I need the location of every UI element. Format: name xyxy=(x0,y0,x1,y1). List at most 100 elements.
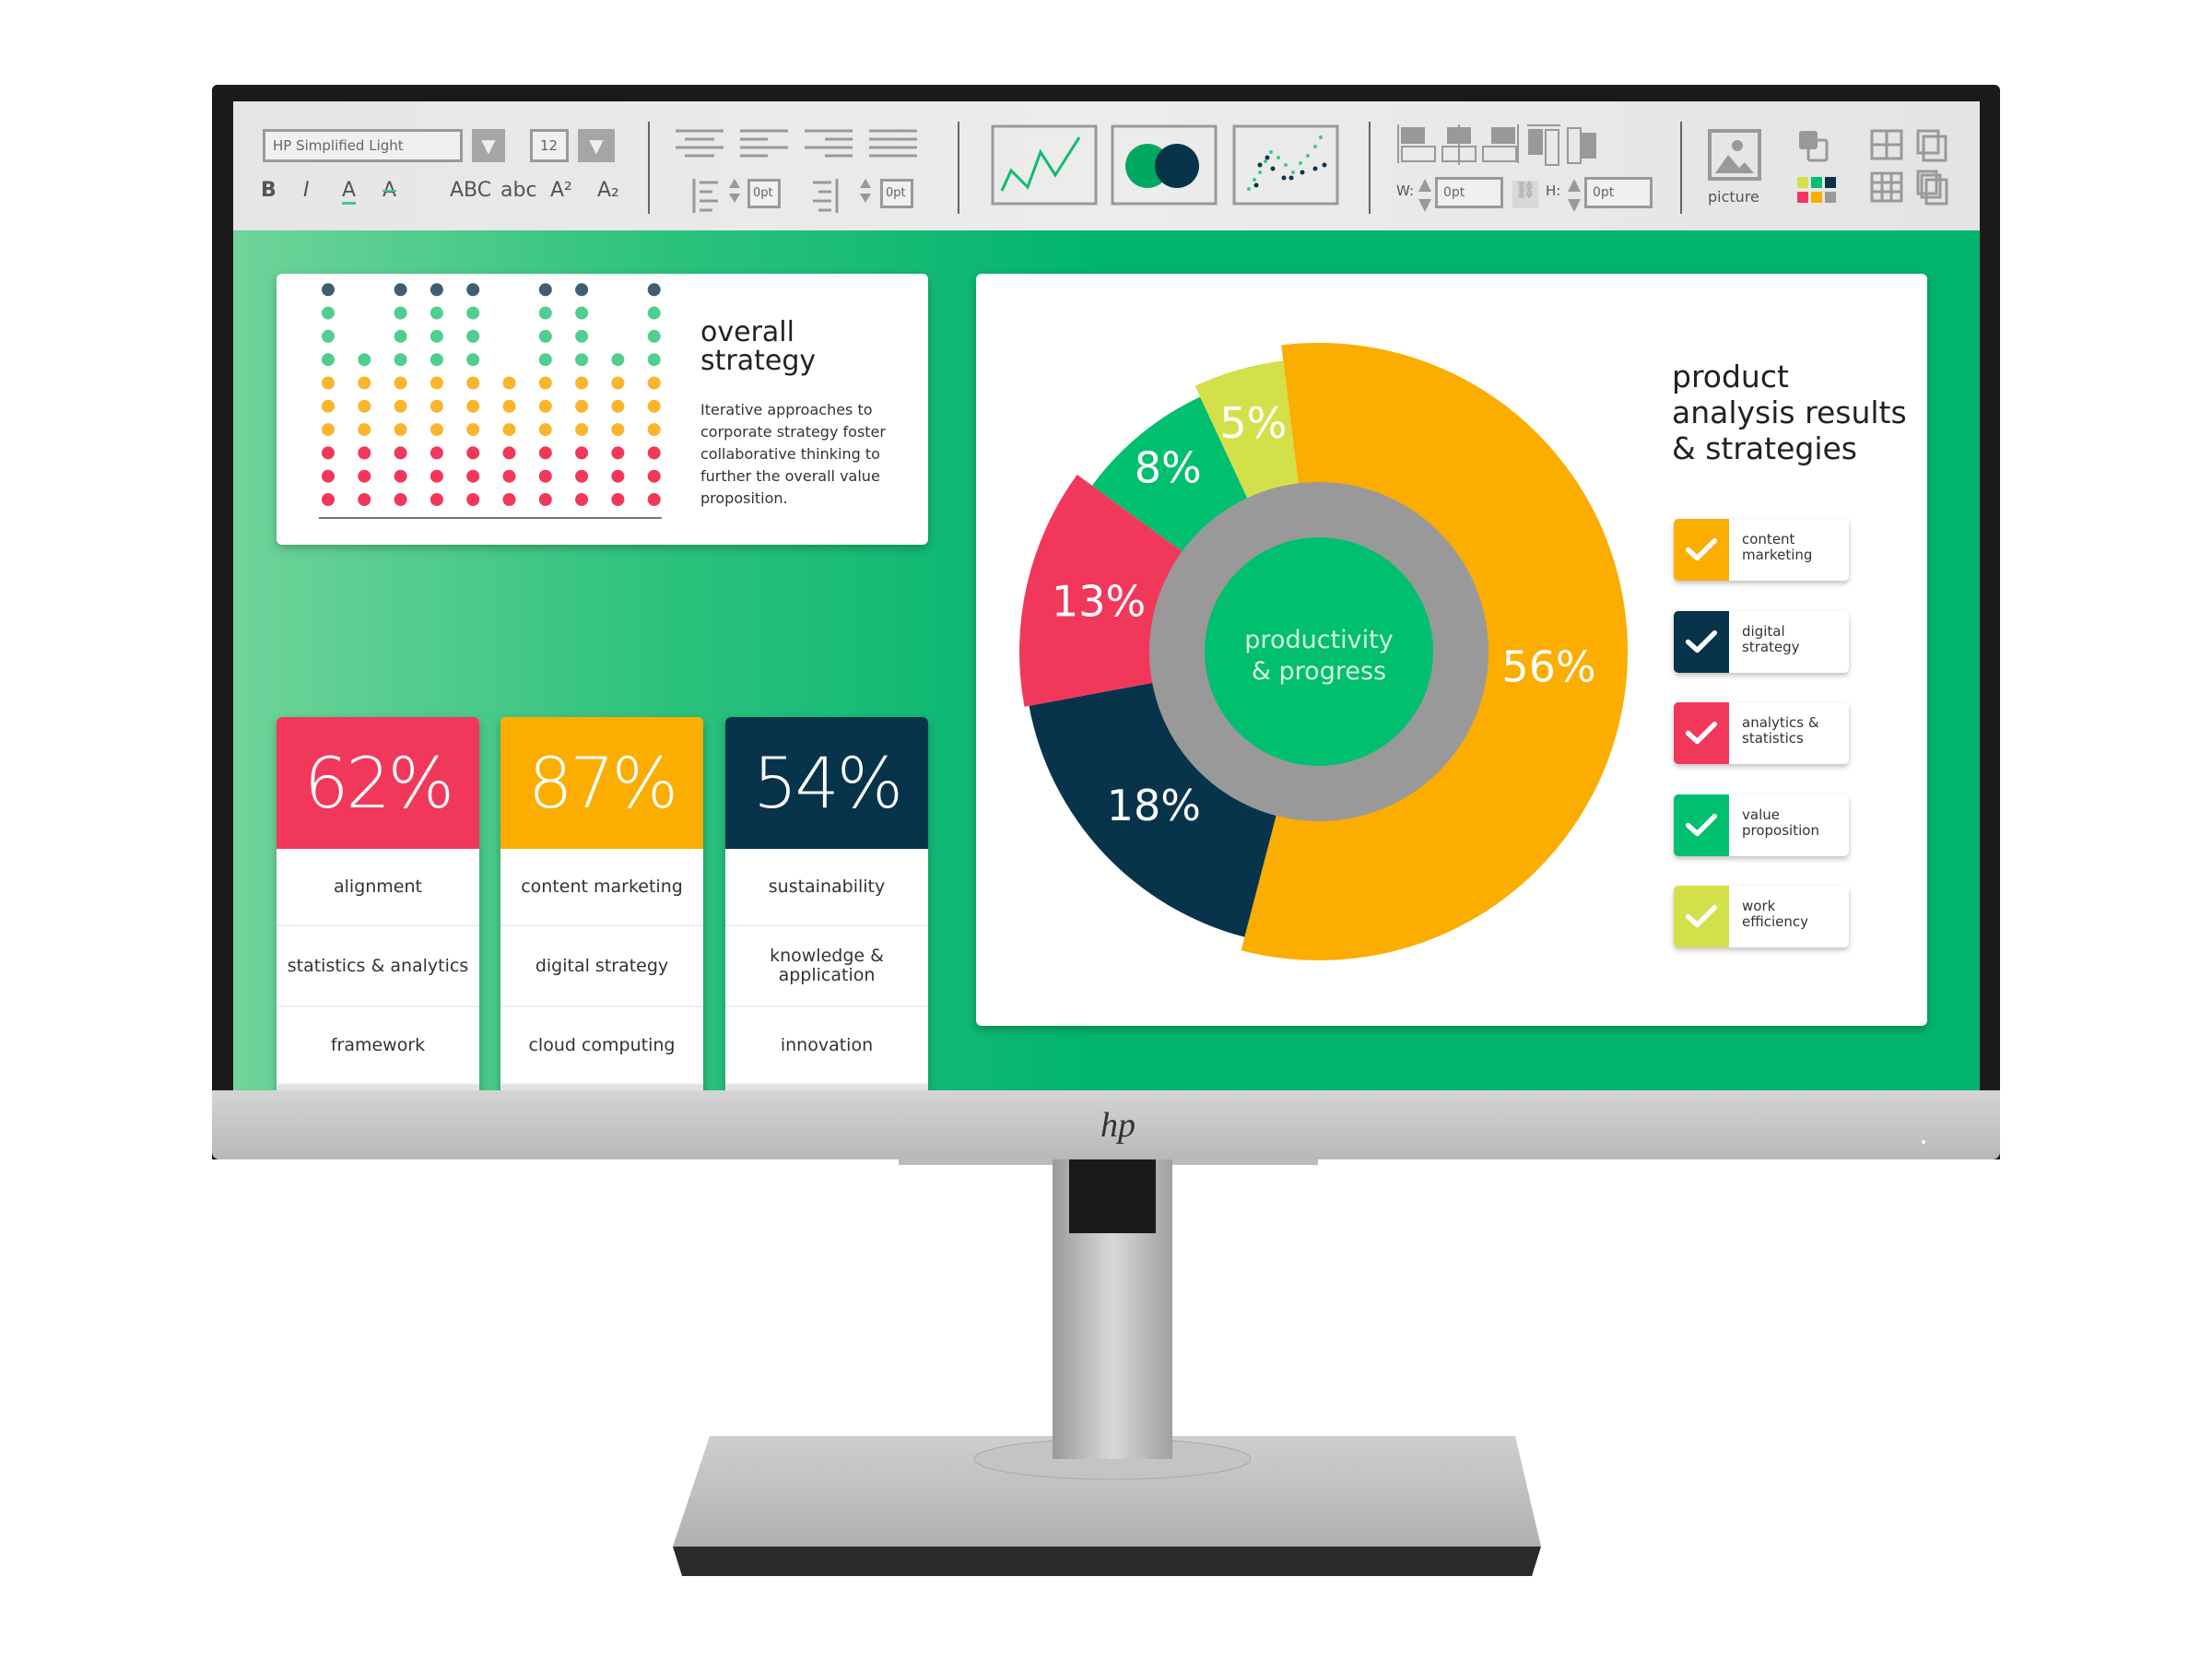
venn-chart-insert-button[interactable] xyxy=(1111,124,1218,207)
justify-icon[interactable] xyxy=(869,129,917,158)
pie-label: 13% xyxy=(1052,577,1146,627)
picture-icon[interactable] xyxy=(1708,129,1763,182)
stat-check[interactable] xyxy=(500,1085,703,1090)
stat-card: 87% content marketing digital strategy clou… xyxy=(500,717,703,1090)
font-size-dropdown-button[interactable]: ▼ xyxy=(578,129,615,162)
color-swatch[interactable] xyxy=(1825,177,1836,188)
font-dropdown-button[interactable]: ▼ xyxy=(472,129,505,162)
dot xyxy=(538,306,552,320)
color-swatch[interactable] xyxy=(1811,191,1822,203)
height-stepper[interactable] xyxy=(1566,177,1583,214)
duplicate-icon[interactable] xyxy=(1916,170,1948,206)
stepper-down-icon[interactable] xyxy=(729,194,740,203)
stat-row: knowledge & application xyxy=(725,926,928,1007)
center-label: productivity xyxy=(1244,626,1393,654)
line-chart-insert-button[interactable] xyxy=(991,124,1098,207)
dot xyxy=(502,446,516,460)
dot xyxy=(575,493,589,506)
stat-value: 54% xyxy=(725,717,928,849)
dot-column xyxy=(647,283,661,506)
dot xyxy=(394,469,407,483)
grid-2x2-icon[interactable] xyxy=(1870,129,1903,160)
dot xyxy=(466,353,480,367)
subscript-button[interactable]: A₂ xyxy=(597,179,619,202)
grid-3x3-icon[interactable] xyxy=(1870,171,1903,203)
uppercase-button[interactable]: ABC xyxy=(450,179,492,202)
italic-button[interactable]: I xyxy=(303,179,310,202)
align-center-icon[interactable] xyxy=(740,129,788,158)
stat-check[interactable] xyxy=(276,1085,479,1090)
stat-card: 54% sustainability knowledge & application… xyxy=(725,717,928,1090)
dot xyxy=(647,283,661,297)
dot-column xyxy=(466,283,480,506)
bold-button[interactable]: B xyxy=(261,179,276,202)
scatter-chart-insert-button[interactable] xyxy=(1232,124,1339,207)
lowercase-button[interactable]: abc xyxy=(500,179,537,202)
font-name-input[interactable]: HP Simplified Light xyxy=(263,129,463,162)
align-center-edge-icon[interactable] xyxy=(1567,127,1596,164)
legend-item[interactable]: value proposition xyxy=(1674,794,1849,856)
width-input[interactable]: 0pt xyxy=(1435,177,1503,208)
dot xyxy=(322,493,335,506)
indent-left-icon[interactable] xyxy=(692,179,718,213)
align-bottom-icon[interactable] xyxy=(1482,124,1519,163)
stepper-up-icon[interactable] xyxy=(860,179,871,188)
picture-label[interactable]: picture xyxy=(1708,188,1759,206)
stat-value: 87% xyxy=(500,717,703,849)
dot-column-chart xyxy=(319,283,662,519)
dot xyxy=(538,493,552,506)
legend-item[interactable]: digital strategy xyxy=(1674,610,1849,673)
indent-left-input[interactable]: 0pt xyxy=(747,179,781,208)
height-input[interactable]: 0pt xyxy=(1584,177,1653,208)
dot xyxy=(538,469,552,483)
dot xyxy=(394,283,407,297)
dot xyxy=(394,329,407,343)
dot xyxy=(466,306,480,320)
align-left-edge-icon[interactable] xyxy=(1527,124,1560,166)
underline-button[interactable]: A xyxy=(342,179,357,205)
analysis-title-line: & strategies xyxy=(1672,430,1857,466)
stepper-down-icon[interactable] xyxy=(860,194,871,203)
dot xyxy=(611,446,625,460)
center-label: & progress xyxy=(1252,657,1386,686)
legend-item[interactable]: work efficiency xyxy=(1674,886,1849,947)
copy-icon[interactable] xyxy=(1916,129,1947,162)
align-right-icon[interactable] xyxy=(805,129,853,158)
dot xyxy=(322,329,335,343)
legend-item[interactable]: content marketing xyxy=(1674,519,1849,581)
strikethrough-button[interactable]: A xyxy=(382,179,397,202)
overall-strategy-card: overall strategy Iterative approaches to… xyxy=(276,274,928,545)
legend-item[interactable]: analytics & statistics xyxy=(1674,702,1849,764)
dot xyxy=(466,329,480,343)
indent-right-icon[interactable] xyxy=(813,179,839,213)
dot xyxy=(538,399,552,413)
checkmark-icon xyxy=(1685,721,1718,745)
color-swatch[interactable] xyxy=(1797,191,1808,203)
legend-label: analytics & statistics xyxy=(1742,714,1819,747)
align-middle-icon[interactable] xyxy=(1441,124,1477,165)
checkmark-icon xyxy=(1685,537,1718,561)
align-left-icon[interactable] xyxy=(676,129,724,158)
stat-check[interactable] xyxy=(725,1085,928,1090)
dot xyxy=(502,399,516,413)
arrange-layers-icon[interactable] xyxy=(1797,129,1834,164)
color-swatch[interactable] xyxy=(1811,177,1822,188)
indent-right-input[interactable]: 0pt xyxy=(880,179,913,208)
font-size-input[interactable]: 12 xyxy=(530,129,569,162)
stepper-up-icon[interactable] xyxy=(729,179,740,188)
screen: HP Simplified Light ▼ 12 ▼ B I A A ABC a… xyxy=(233,101,1980,1090)
height-label: H: xyxy=(1546,182,1561,199)
color-swatch[interactable] xyxy=(1825,191,1836,203)
paragraph-align-group xyxy=(676,129,917,213)
analysis-title: product analysis results & strategies xyxy=(1672,359,1907,466)
link-proportions-icon[interactable]: ⛓ xyxy=(1512,181,1538,208)
dot xyxy=(502,493,516,506)
color-swatch[interactable] xyxy=(1797,177,1808,188)
align-top-icon[interactable] xyxy=(1397,124,1436,163)
dot-column xyxy=(502,376,516,506)
dot xyxy=(394,423,407,437)
width-stepper[interactable] xyxy=(1417,177,1433,214)
dot xyxy=(394,399,407,413)
superscript-button[interactable]: A² xyxy=(550,179,572,202)
dot xyxy=(322,283,335,297)
